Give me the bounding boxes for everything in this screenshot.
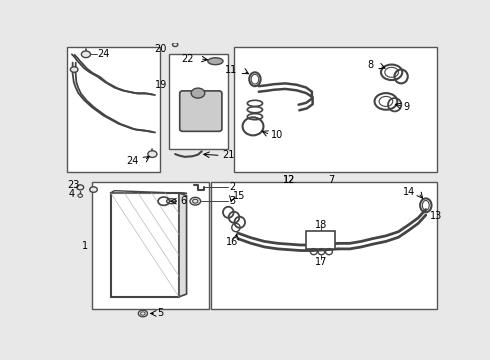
Circle shape — [138, 310, 147, 317]
Text: 19: 19 — [154, 80, 167, 90]
Text: 17: 17 — [315, 257, 328, 267]
Text: 18: 18 — [315, 220, 327, 230]
Bar — [234, 48, 437, 172]
Ellipse shape — [208, 58, 223, 65]
Text: 12: 12 — [283, 175, 295, 185]
Text: 24: 24 — [98, 49, 110, 59]
Polygon shape — [111, 191, 187, 193]
Circle shape — [141, 312, 145, 315]
Bar — [92, 182, 209, 309]
Text: 8: 8 — [368, 60, 373, 70]
Circle shape — [190, 197, 200, 205]
Ellipse shape — [247, 100, 263, 107]
Polygon shape — [179, 193, 187, 297]
Text: 11: 11 — [225, 65, 237, 75]
Circle shape — [191, 88, 205, 98]
Text: 9: 9 — [404, 102, 410, 112]
Circle shape — [81, 51, 91, 58]
Text: 5: 5 — [157, 309, 164, 319]
Text: 7: 7 — [328, 175, 334, 185]
Text: 6: 6 — [180, 196, 186, 206]
Text: 4: 4 — [69, 189, 75, 199]
Bar — [211, 182, 437, 309]
Text: 14: 14 — [403, 186, 415, 197]
Text: 12: 12 — [283, 175, 295, 185]
Bar — [170, 54, 228, 149]
FancyBboxPatch shape — [180, 91, 222, 131]
Text: 2: 2 — [229, 183, 236, 192]
Text: 1: 1 — [82, 240, 88, 251]
Text: 13: 13 — [430, 211, 442, 221]
Bar — [111, 193, 179, 297]
Bar — [306, 231, 335, 249]
Text: 20: 20 — [154, 44, 167, 54]
Text: 10: 10 — [271, 130, 284, 140]
Ellipse shape — [247, 114, 263, 120]
Text: 3: 3 — [229, 196, 236, 206]
Circle shape — [71, 67, 78, 72]
Circle shape — [78, 194, 82, 197]
Text: 24: 24 — [127, 156, 139, 166]
Text: 23: 23 — [67, 180, 79, 190]
Circle shape — [193, 199, 198, 203]
Circle shape — [148, 151, 157, 157]
Circle shape — [90, 187, 98, 192]
Bar — [67, 48, 160, 172]
Text: 15: 15 — [233, 191, 245, 201]
Circle shape — [77, 185, 84, 190]
Text: 21: 21 — [222, 150, 234, 161]
Text: 22: 22 — [182, 54, 194, 64]
Ellipse shape — [223, 207, 234, 218]
Ellipse shape — [247, 107, 263, 113]
Text: 16: 16 — [226, 237, 238, 247]
Circle shape — [172, 42, 178, 46]
